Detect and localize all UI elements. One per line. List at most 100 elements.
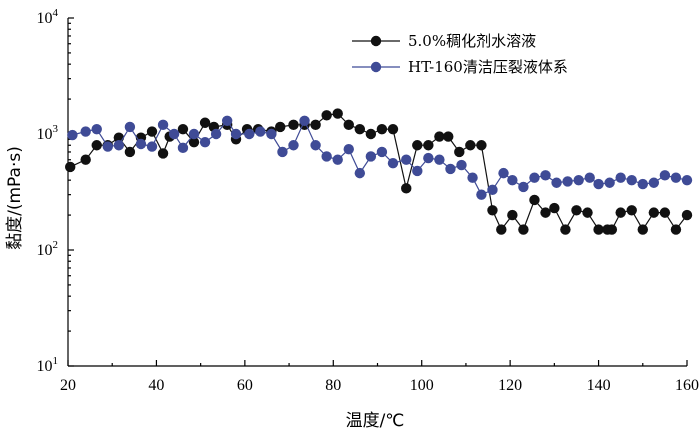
data-point: [365, 128, 377, 140]
x-tick-label: 80: [325, 377, 341, 394]
data-point: [582, 207, 593, 218]
data-point: [487, 184, 498, 196]
series-2: [67, 115, 693, 200]
data-point: [681, 209, 693, 221]
data-point: [518, 181, 529, 193]
data-point: [365, 151, 377, 162]
x-tick-label: 140: [587, 377, 611, 394]
data-point: [573, 174, 584, 186]
y-axis-title: 黏度/(mPa·s): [5, 146, 25, 250]
data-point: [168, 128, 180, 140]
series-group: [65, 108, 693, 235]
data-point: [560, 224, 571, 235]
x-tick-label: 40: [148, 377, 164, 394]
data-point: [518, 224, 529, 235]
data-point: [80, 126, 91, 137]
data-point: [551, 177, 562, 188]
data-point: [626, 205, 637, 216]
data-point: [529, 194, 540, 206]
data-point: [593, 178, 604, 190]
data-point: [681, 174, 693, 186]
y-tick-label: 101: [37, 355, 59, 375]
y-tick-label: 102: [37, 239, 59, 259]
data-point: [387, 158, 399, 169]
x-tick-label: 20: [60, 377, 76, 394]
legend: 5.0%稠化剂水溶液 HT-160清洁压裂液体系: [352, 32, 568, 76]
data-point: [65, 161, 76, 173]
data-point: [593, 224, 604, 235]
data-point: [507, 174, 518, 186]
data-point: [321, 110, 332, 121]
data-point: [401, 183, 412, 194]
data-point: [188, 136, 200, 148]
legend-marker: [370, 35, 382, 47]
data-point: [443, 131, 454, 142]
legend-label: HT-160清洁压裂液体系: [408, 58, 568, 76]
data-point: [177, 142, 189, 154]
data-point: [67, 129, 78, 141]
data-point: [445, 163, 456, 175]
data-point: [540, 207, 551, 218]
data-point: [146, 126, 158, 137]
data-point: [659, 207, 671, 218]
data-point: [343, 143, 354, 155]
data-point: [321, 151, 332, 162]
data-point: [288, 140, 299, 151]
data-point: [467, 172, 478, 183]
data-point: [434, 154, 445, 165]
data-point: [637, 224, 648, 235]
data-point: [571, 205, 582, 216]
data-point: [434, 131, 445, 142]
data-point: [157, 148, 169, 159]
x-tick-label: 160: [675, 377, 699, 394]
data-point: [604, 177, 615, 188]
data-point: [562, 176, 573, 187]
data-point: [124, 121, 136, 133]
data-point: [157, 119, 169, 131]
data-point: [91, 123, 102, 135]
data-point: [670, 172, 682, 183]
data-point: [135, 138, 147, 150]
data-point: [412, 165, 423, 177]
data-point: [507, 209, 518, 221]
legend-marker: [370, 61, 382, 73]
data-point: [376, 146, 388, 158]
data-point: [423, 140, 434, 151]
data-point: [648, 177, 660, 188]
data-point: [146, 141, 158, 152]
data-point: [80, 154, 91, 165]
data-point: [615, 172, 626, 183]
data-point: [288, 119, 299, 131]
data-point: [266, 128, 277, 140]
data-point: [412, 140, 423, 151]
data-point: [244, 128, 255, 140]
data-point: [310, 119, 321, 131]
axes: 20 40 60 80 100 120 140 160 101 102 103 104: [37, 7, 700, 394]
data-point: [498, 167, 509, 179]
data-point: [332, 154, 343, 165]
x-tick-label: 100: [410, 377, 434, 394]
data-point: [188, 128, 200, 140]
data-point: [423, 152, 434, 164]
data-point: [102, 141, 113, 152]
legend-item: 5.0%稠化剂水溶液: [352, 32, 536, 50]
data-point: [210, 128, 222, 140]
data-point: [376, 123, 388, 135]
data-point: [91, 140, 102, 151]
data-point: [221, 115, 233, 126]
data-point: [454, 146, 465, 158]
data-point: [113, 140, 125, 151]
data-point: [476, 189, 487, 200]
data-point: [529, 172, 540, 183]
data-point: [310, 140, 321, 151]
data-point: [230, 128, 242, 140]
data-point: [401, 154, 412, 165]
data-point: [299, 115, 310, 126]
y-tick-label: 103: [37, 123, 59, 143]
data-point: [343, 119, 354, 131]
data-point: [387, 123, 399, 135]
data-point: [456, 159, 467, 171]
data-point: [332, 108, 343, 119]
data-point: [255, 126, 266, 137]
